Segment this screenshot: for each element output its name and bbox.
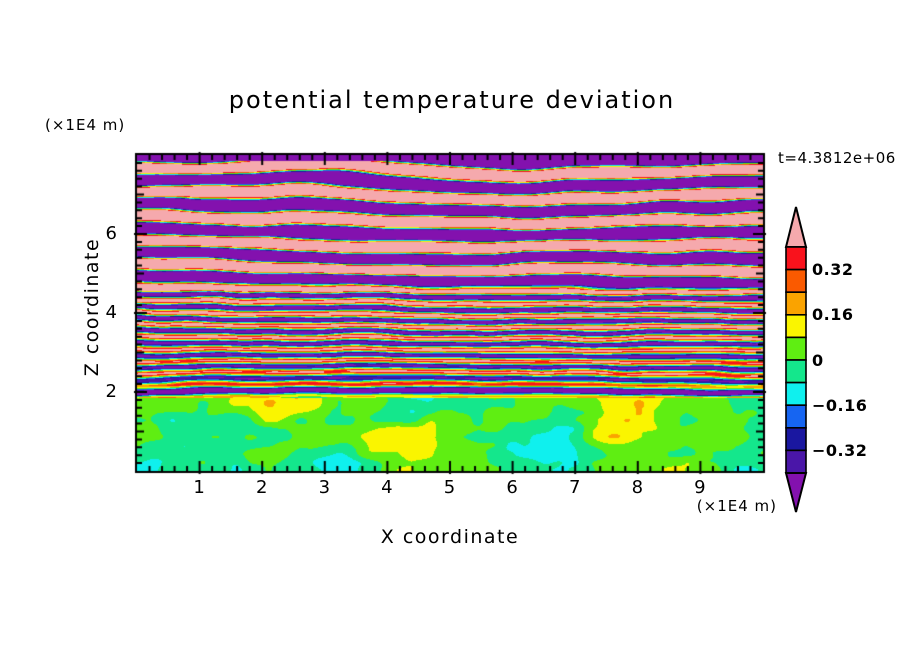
z-tick-label: 2 xyxy=(105,381,118,402)
colorbar xyxy=(784,206,808,513)
z-tick-label: 6 xyxy=(105,223,118,244)
colorbar-segment xyxy=(785,246,807,271)
colorbar-segment xyxy=(785,381,807,407)
x-tick-label: 6 xyxy=(506,477,519,498)
x-axis-unit-label: (×1E4 m) xyxy=(696,497,777,515)
colorbar-segment xyxy=(785,268,807,293)
x-tick-label: 8 xyxy=(631,477,645,498)
colorbar-up-arrow xyxy=(784,206,808,248)
x-tick-label: 1 xyxy=(193,477,206,498)
colorbar-segment xyxy=(785,404,807,429)
colorbar-down-arrow xyxy=(784,472,808,513)
x-tick-label: 7 xyxy=(568,477,582,498)
colorbar-tick-label: 0 xyxy=(812,350,824,370)
colorbar-tick-label: −0.32 xyxy=(812,440,868,460)
x-tick-label: 5 xyxy=(443,477,457,498)
colorbar-segment xyxy=(785,291,807,316)
colorbar-tick-label: −0.16 xyxy=(812,395,868,415)
colorbar-segment xyxy=(785,449,807,474)
heatmap-plot-area xyxy=(130,148,770,478)
x-tick-label: 3 xyxy=(318,477,332,498)
x-tick-label: 2 xyxy=(255,477,269,498)
z-axis-unit-label: (×1E4 m) xyxy=(45,116,126,134)
colorbar-segment xyxy=(785,336,807,361)
colorbar-tick-label: 0.16 xyxy=(812,305,854,325)
colorbar-tick-label: 0.32 xyxy=(812,260,854,280)
x-tick-label: 4 xyxy=(381,477,394,498)
x-tick-label: 9 xyxy=(694,477,707,498)
colorbar-segment xyxy=(785,359,807,384)
timestamp-label: t=4.3812e+06 xyxy=(778,149,896,167)
x-axis-label: X coordinate xyxy=(380,526,520,548)
z-tick-label: 4 xyxy=(105,302,118,323)
colorbar-segment xyxy=(785,314,807,339)
plot-title: potential temperature deviation xyxy=(228,86,676,114)
colorbar-segment xyxy=(785,427,807,452)
